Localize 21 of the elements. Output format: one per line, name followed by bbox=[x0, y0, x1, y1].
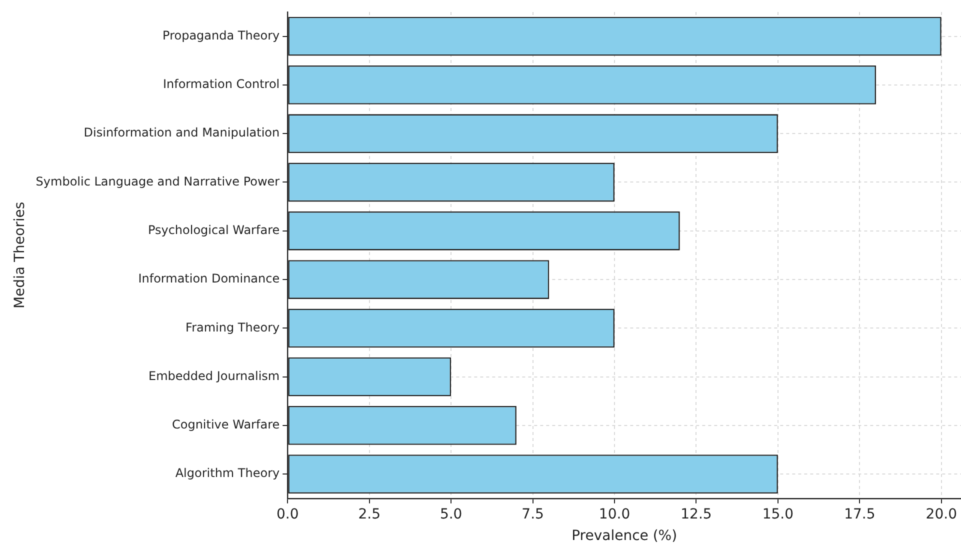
x-tick-label: 17.5 bbox=[844, 506, 876, 522]
y-tick-label: Information Control bbox=[162, 77, 280, 92]
y-tick-label: Psychological Warfare bbox=[148, 223, 280, 238]
y-tick-label: Symbolic Language and Narrative Power bbox=[36, 174, 280, 188]
y-tick-label: Framing Theory bbox=[186, 320, 280, 334]
y-tick-label: Information Dominance bbox=[138, 272, 280, 286]
x-tick-label: 12.5 bbox=[680, 506, 712, 522]
x-tick-label: 7.5 bbox=[522, 506, 544, 522]
y-tick-label: Algorithm Theory bbox=[175, 466, 280, 480]
x-tick-label: 15.0 bbox=[762, 506, 794, 522]
x-tick-label: 5.0 bbox=[440, 506, 462, 522]
x-tick-label: 20.0 bbox=[926, 506, 957, 522]
x-tick-label: 2.5 bbox=[358, 506, 380, 522]
y-tick-label: Cognitive Warfare bbox=[172, 418, 280, 432]
y-tick-label: Propaganda Theory bbox=[162, 28, 280, 42]
x-tick-label: 10.0 bbox=[598, 506, 630, 522]
y-tick-label: Embedded Journalism bbox=[148, 368, 280, 383]
y-axis-title: Media Theories bbox=[12, 202, 28, 309]
y-tick-label: Disinformation and Manipulation bbox=[84, 126, 280, 140]
x-tick-label: 0.0 bbox=[276, 506, 299, 522]
x-axis-title: Prevalence (%) bbox=[572, 528, 678, 544]
